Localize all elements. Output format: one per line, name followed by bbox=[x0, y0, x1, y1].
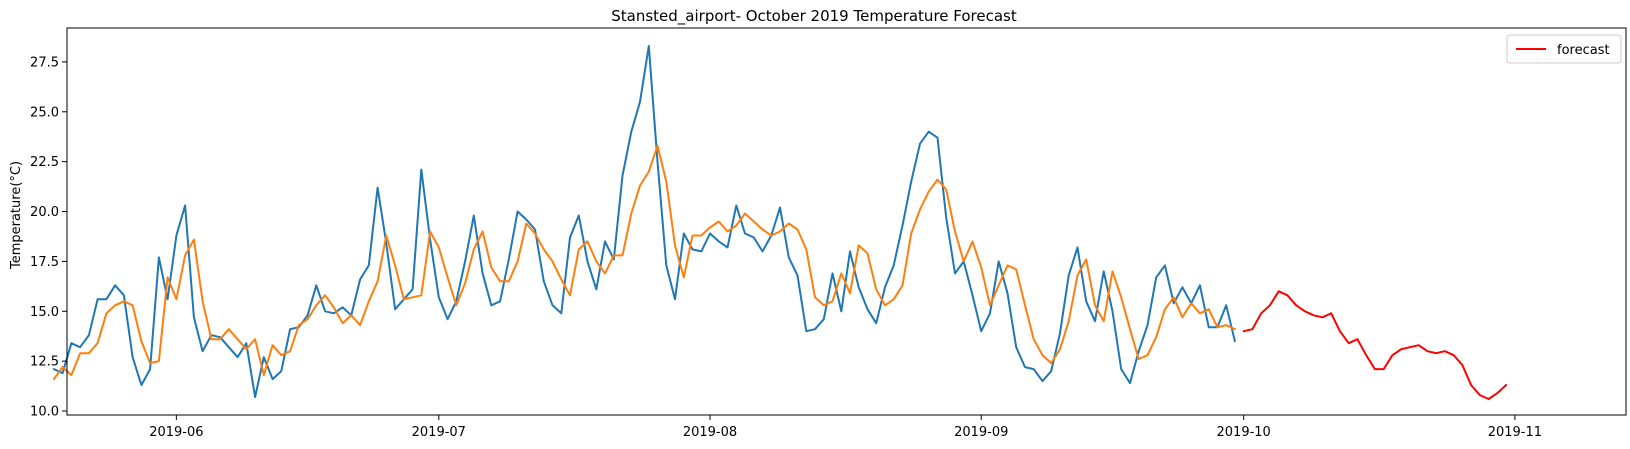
x-tick-label: 2019-10 bbox=[1217, 425, 1271, 440]
x-tick-label: 2019-07 bbox=[412, 425, 466, 440]
plot-area bbox=[66, 27, 1627, 416]
legend-forecast-label: forecast bbox=[1557, 43, 1610, 58]
x-tick-label: 2019-09 bbox=[954, 425, 1008, 440]
series-line-forecast bbox=[1242, 290, 1508, 400]
y-tick-label: 20.0 bbox=[30, 205, 59, 220]
y-tick-label: 12.5 bbox=[30, 355, 59, 370]
x-tick-label: 2019-08 bbox=[683, 425, 737, 440]
y-axis-label: Temperature(°C) bbox=[9, 161, 24, 270]
y-tick-label: 10.0 bbox=[30, 405, 59, 420]
x-tick-label: 2019-11 bbox=[1488, 425, 1542, 440]
series-layer bbox=[52, 45, 1508, 400]
chart-title: Stansted_airport- October 2019 Temperatu… bbox=[611, 7, 1017, 26]
y-tick-label: 27.5 bbox=[30, 55, 59, 70]
y-tick-label: 15.0 bbox=[30, 305, 59, 320]
y-tick-label: 22.5 bbox=[30, 155, 59, 170]
y-tick-label: 25.0 bbox=[30, 105, 59, 120]
y-axis: 10.0 12.5 15.0 17.5 20.0 22.5 25.0 27.5 bbox=[30, 55, 67, 420]
x-axis: 2019-06 2019-07 2019-08 2019-09 2019-10 2019-… bbox=[149, 415, 1542, 440]
series-line-prediction bbox=[52, 144, 1236, 381]
legend-box bbox=[1506, 34, 1622, 64]
legend: forecast bbox=[1506, 34, 1622, 64]
series-line-observed bbox=[52, 45, 1236, 398]
x-tick-label: 2019-06 bbox=[149, 425, 203, 440]
y-tick-label: 17.5 bbox=[30, 255, 59, 270]
